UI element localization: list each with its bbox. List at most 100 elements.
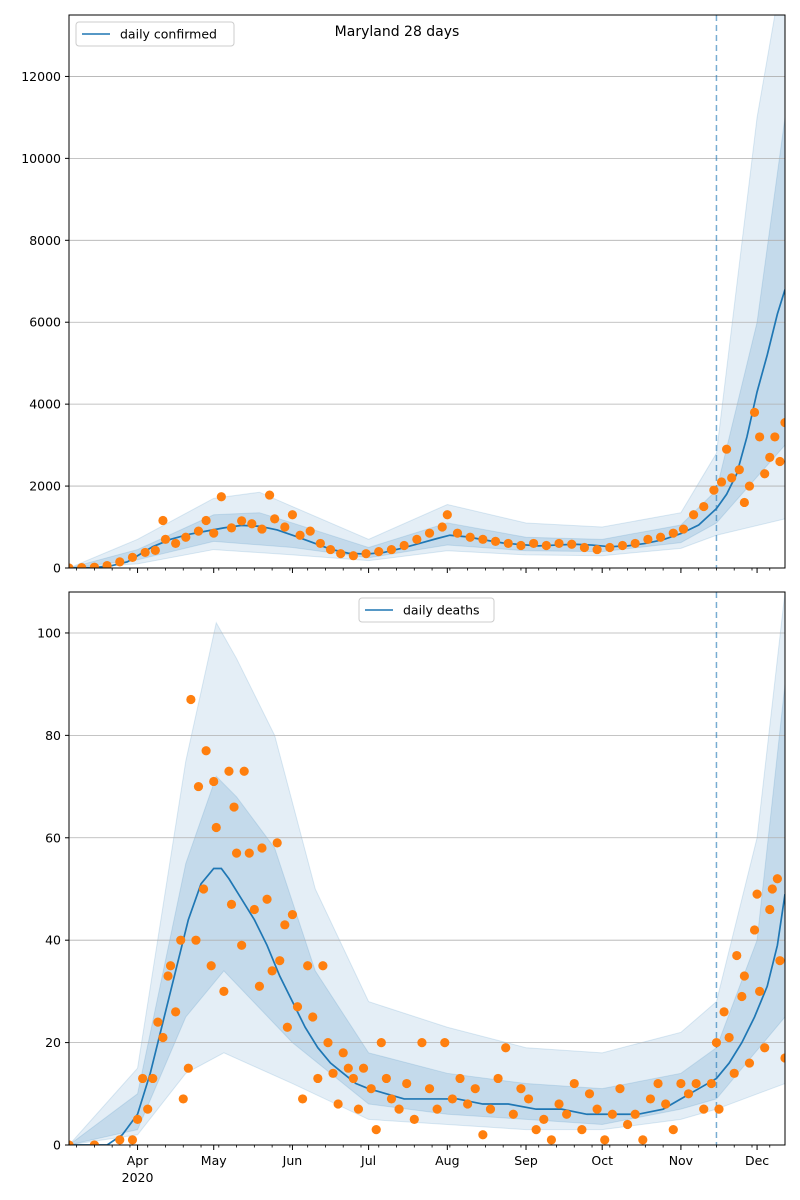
confirmed-y-tick-label: 6000: [29, 315, 61, 330]
deaths-data-point: [244, 848, 254, 858]
deaths-data-point: [749, 925, 760, 935]
deaths-data-point: [463, 1099, 473, 1109]
confirmed-data-point: [452, 528, 463, 538]
deaths-data-point: [371, 1125, 381, 1135]
confirmed-data-point: [775, 456, 785, 467]
deaths-data-point: [176, 935, 186, 945]
deaths-x-tick-label: Nov: [669, 1153, 694, 1168]
deaths-data-point: [772, 874, 782, 884]
confirmed-legend: daily confirmed: [75, 21, 235, 47]
deaths-y-tick-label: 40: [45, 933, 61, 948]
confirmed-data-point: [739, 497, 749, 508]
deaths-data-point: [303, 961, 313, 971]
deaths-data-point: [165, 961, 176, 971]
deaths-data-point: [394, 1104, 404, 1114]
confirmed-data-point: [201, 515, 211, 526]
confirmed-data-point: [734, 465, 744, 475]
confirmed-data-point: [503, 538, 513, 549]
deaths-data-point: [470, 1084, 480, 1094]
deaths-data-point: [584, 1089, 595, 1099]
confirmed-y-tick-label: 8000: [29, 233, 61, 248]
deaths-data-point: [231, 848, 242, 858]
deaths-data-point: [89, 1140, 99, 1145]
deaths-plot-frame: [68, 591, 786, 1146]
deaths-data-point: [275, 956, 285, 966]
deaths-data-point: [661, 1099, 671, 1109]
confirmed-data-point: [127, 552, 138, 562]
deaths-data-point: [358, 1063, 369, 1073]
deaths-data-point: [267, 966, 277, 976]
confirmed-data-point: [399, 540, 409, 551]
confirmed-data-point: [442, 510, 452, 520]
confirmed-data-point: [280, 522, 290, 532]
deaths-y-tick-label: 60: [45, 830, 61, 845]
confirmed-data-point: [226, 523, 237, 533]
deaths-data-point: [424, 1084, 435, 1094]
deaths-data-point: [554, 1099, 564, 1109]
deaths-data-point: [226, 899, 237, 909]
deaths-data-point: [569, 1078, 579, 1089]
confirmed-data-point: [541, 540, 551, 551]
deaths-chart-panel: 0 20 40 60 80 100 Apr 2020 May Jun Jul Aug Sep Oct No…: [37, 591, 786, 1185]
deaths-data-point: [683, 1089, 694, 1099]
confirmed-data-point: [325, 544, 336, 555]
deaths-data-point: [755, 986, 765, 996]
deaths-data-point: [254, 981, 265, 991]
deaths-x-tick-label: Sep: [514, 1153, 538, 1168]
deaths-data-point: [249, 904, 259, 915]
confirmed-y-tick-label: 0: [53, 561, 61, 576]
confirmed-data-point: [69, 563, 74, 568]
deaths-data-point: [409, 1114, 419, 1124]
confirmed-data-point: [181, 532, 191, 542]
deaths-data-point: [780, 1053, 785, 1063]
confirmed-data-point: [287, 510, 298, 520]
deaths-data-point: [313, 1073, 323, 1084]
deaths-data-point: [485, 1104, 496, 1114]
confirmed-data-point: [727, 473, 737, 483]
deaths-data-point: [516, 1084, 526, 1094]
deaths-y-axis: 0 20 40 60 80 100: [37, 625, 69, 1153]
confirmed-data-point: [655, 532, 666, 542]
confirmed-data-point: [209, 528, 219, 538]
deaths-legend: daily deaths: [358, 597, 495, 623]
deaths-gridlines: [69, 632, 785, 1043]
confirmed-data-point: [374, 547, 384, 557]
deaths-y-tick-label: 20: [45, 1035, 61, 1050]
deaths-data-point: [592, 1104, 602, 1114]
deaths-data-point: [239, 766, 249, 776]
deaths-data-point: [132, 1114, 143, 1124]
deaths-band-outer: [69, 592, 785, 1145]
confirmed-data-point: [755, 432, 765, 442]
deaths-data-point: [744, 1058, 755, 1068]
deaths-data-point: [638, 1135, 648, 1145]
deaths-data-point: [440, 1037, 450, 1048]
deaths-data-point: [706, 1078, 716, 1089]
confirmed-y-tick-label: 10000: [21, 151, 61, 166]
deaths-data-point: [69, 1140, 74, 1145]
confirmed-band-inner: [69, 117, 785, 568]
deaths-x-tick-label: Jul: [360, 1153, 376, 1168]
deaths-data-point: [237, 940, 247, 950]
deaths-data-point: [539, 1114, 549, 1124]
deaths-data-point: [308, 1012, 318, 1022]
deaths-data-point: [262, 894, 272, 904]
deaths-data-point: [711, 1037, 722, 1048]
deaths-data-point: [353, 1104, 364, 1114]
deaths-data-point: [209, 776, 219, 787]
confirmed-data-point: [630, 538, 640, 549]
deaths-data-point: [600, 1135, 610, 1145]
confirmed-data-point: [216, 492, 226, 502]
confirmed-data-point: [115, 557, 125, 567]
deaths-data-point: [191, 935, 201, 945]
deaths-data-point: [739, 971, 749, 981]
deaths-data-point: [386, 1094, 397, 1104]
deaths-data-point: [193, 781, 204, 792]
deaths-x-tick-label: Aug: [435, 1153, 459, 1168]
confirmed-data-point: [386, 544, 397, 555]
confirmed-data-point: [699, 501, 709, 512]
confirmed-y-axis: 0 2000 4000 6000 8000 10000 12000: [21, 69, 69, 576]
confirmed-data-point: [270, 514, 280, 524]
deaths-data-point: [714, 1104, 724, 1114]
deaths-model-line: [69, 867, 785, 1145]
deaths-data-point: [699, 1104, 709, 1114]
